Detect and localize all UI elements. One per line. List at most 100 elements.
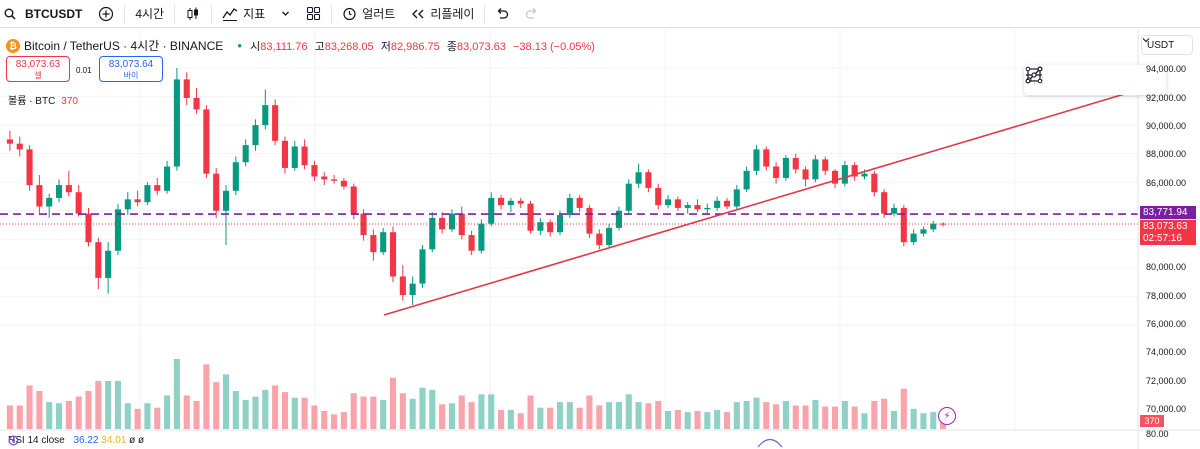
candle-body <box>596 233 603 246</box>
candle-body <box>26 149 33 186</box>
horizontal-line-tool[interactable] <box>1026 67 1131 93</box>
candle-body <box>782 157 789 178</box>
drawing-toolbar: ⋮⋮ <box>1024 65 1166 95</box>
layouts-button[interactable] <box>298 0 329 28</box>
volume-bar <box>350 393 357 429</box>
volume-bar <box>232 391 239 429</box>
volume-bar <box>46 402 53 429</box>
price-axis-label: 88,000.00 <box>1146 149 1187 159</box>
candle-body <box>645 172 652 188</box>
indicators-label: 지표 <box>243 7 266 21</box>
spread-value: 0.01 <box>76 66 92 75</box>
rsi-axis-label: 80.00 <box>1146 429 1169 439</box>
chart-grid <box>0 29 1138 430</box>
price-axis-label: 86,000.00 <box>1146 178 1187 188</box>
candle-body <box>704 207 711 210</box>
volume-bar <box>527 395 534 429</box>
candle-body <box>262 105 269 126</box>
candle-body <box>272 105 279 141</box>
alert-label: 얼러트 <box>362 7 396 21</box>
candle-body <box>6 139 13 144</box>
volume-bar <box>301 397 308 429</box>
trend-line-tool[interactable] <box>1025 66 1072 93</box>
volume-bar <box>517 413 524 429</box>
volume-bar <box>439 404 446 429</box>
volume-bar <box>36 391 43 429</box>
volume-bar <box>782 401 789 429</box>
volume-bar <box>272 385 279 429</box>
indicators-dropdown[interactable] <box>273 0 298 28</box>
sell-button[interactable]: 83,073.63 셀 <box>6 56 70 82</box>
symbol-search-button[interactable]: BTCUSDT <box>0 0 90 28</box>
compare-symbol-button[interactable] <box>90 0 122 28</box>
volume-bar <box>773 404 780 429</box>
undo-button[interactable] <box>487 0 517 28</box>
candle-body <box>458 213 465 236</box>
price-axis-label: 80,000.00 <box>1146 262 1187 272</box>
volume-bar <box>556 402 564 429</box>
volume-bar <box>321 411 328 429</box>
rsi-line <box>757 438 783 448</box>
candle-body <box>812 159 819 180</box>
candle-body <box>694 205 701 210</box>
rectangle-tool[interactable] <box>1025 66 1161 93</box>
volume-bar <box>65 401 72 429</box>
volume-bar <box>242 399 249 429</box>
volume-bar <box>173 359 180 429</box>
currency-selector[interactable]: USDT <box>1141 35 1193 55</box>
candle-body <box>232 162 239 191</box>
price-axis-label: 94,000.00 <box>1146 64 1187 74</box>
change-value: −38.13 (−0.05%) <box>512 40 595 53</box>
chart-type-button[interactable] <box>177 0 209 28</box>
price-chart[interactable] <box>0 29 1200 449</box>
volume-bar <box>262 389 269 429</box>
candle-body <box>871 173 878 193</box>
redo-button[interactable] <box>517 0 547 28</box>
redo-icon <box>525 7 539 20</box>
price-axis-label: 70,000.00 <box>1146 404 1187 414</box>
volume-bar <box>812 399 819 429</box>
volume-bar <box>606 402 613 429</box>
candle-body <box>684 205 691 208</box>
candle-body <box>154 185 161 191</box>
candle-body <box>439 217 446 230</box>
price-axis-label: 76,000.00 <box>1146 319 1187 329</box>
ray-tool[interactable] <box>1026 67 1102 93</box>
volume-bar <box>792 405 799 429</box>
volume-tag: 370 <box>1140 415 1164 427</box>
add-circle-icon <box>98 6 114 22</box>
candle-body <box>773 166 780 178</box>
candle-body <box>448 213 455 230</box>
volume-bar <box>389 377 397 429</box>
alert-button[interactable]: 얼러트 <box>334 0 403 28</box>
volume-bar <box>871 401 878 429</box>
candle-body <box>291 146 298 168</box>
candle-body <box>930 223 937 230</box>
volume-legend-label: 볼륨 · BTC <box>8 96 56 107</box>
volume-bar <box>743 401 750 429</box>
candle-body <box>213 173 220 211</box>
volume-bar <box>822 406 829 429</box>
volume-bar <box>55 403 63 429</box>
buy-button[interactable]: 83,073.64 바이 <box>99 56 163 82</box>
candle-body <box>36 185 43 207</box>
rsi-legend: RSI 14 close 36.22 34.01 ø ø <box>8 435 144 446</box>
replay-button[interactable]: 리플레이 <box>403 0 482 28</box>
lightning-icon[interactable]: ⚡ <box>938 407 956 425</box>
candle-body <box>851 165 858 177</box>
volume-bar <box>733 402 740 429</box>
sell-price: 83,073.63 <box>15 59 61 70</box>
interval-button[interactable]: 4시간 <box>127 0 172 28</box>
candle-body <box>134 199 141 203</box>
candle-body <box>890 207 898 214</box>
volume-bars <box>6 359 947 429</box>
candle-body <box>75 192 82 214</box>
search-icon <box>4 8 16 20</box>
indicators-button[interactable]: 지표 <box>214 0 273 28</box>
volume-bar <box>488 394 495 429</box>
buy-label: 바이 <box>123 71 139 80</box>
visibility-dot-icon[interactable]: ● <box>237 41 243 50</box>
chart-area[interactable]: ₿ Bitcoin / TetherUS · 4시간 · BINANCE ● 시… <box>0 29 1200 449</box>
candle-body <box>389 232 397 277</box>
volume-bar <box>507 409 514 429</box>
